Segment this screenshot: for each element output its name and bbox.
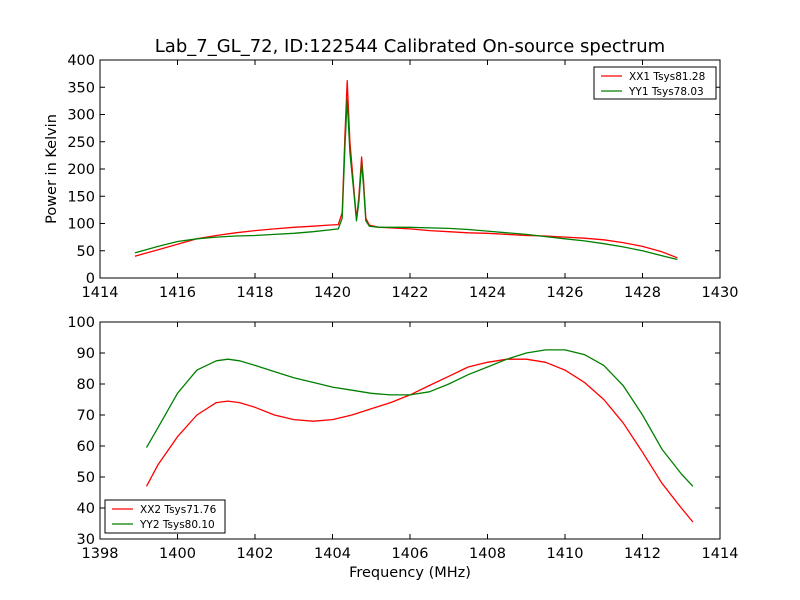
x-tick-label: 1424 [469, 285, 506, 301]
y-tick-label: 300 [67, 108, 95, 124]
x-tick-label: 1414 [702, 546, 739, 562]
x-tick-label: 1412 [624, 546, 661, 562]
x-tick-label: 1418 [237, 285, 274, 301]
y-axis-label: Power in Kelvin [44, 114, 60, 224]
legend: XX1 Tsys81.28 YY1 Tsys78.03 [593, 66, 717, 100]
legend-box [104, 499, 226, 534]
y-tick-label: 80 [77, 377, 95, 393]
y-tick-label: 90 [77, 346, 95, 362]
y-axis: 0 50 100 150 200 250 300 350 400 [67, 53, 720, 287]
y-tick-label: 350 [67, 80, 95, 96]
y-tick-label: 30 [77, 532, 95, 548]
legend-entry-1: XX1 Tsys81.28 [629, 71, 705, 83]
y-tick-label: 100 [67, 217, 95, 233]
series-line-2 [134, 98, 678, 261]
y-tick-label: 100 [67, 315, 95, 331]
x-tick-label: 1404 [314, 546, 351, 562]
legend-entry-2: YY1 Tsys78.03 [628, 86, 704, 98]
x-axis: 1398 1400 1402 1404 1406 1408 1410 1412 1414 [82, 322, 739, 562]
y-tick-label: 70 [77, 408, 95, 424]
y-tick-label: 250 [67, 135, 95, 151]
y-tick-label: 50 [77, 470, 95, 486]
legend: XX2 Tsys71.76 YY2 Tsys80.10 [104, 499, 226, 534]
bottom-spectrum-panel: 1398 1400 1402 1404 1406 1408 1410 1412 1414 30 40… [67, 315, 738, 581]
y-tick-label: 0 [86, 271, 95, 287]
y-tick-label: 40 [77, 501, 95, 517]
y-tick-label: 50 [77, 244, 95, 260]
y-axis: 30 40 50 60 70 80 90 100 [67, 315, 720, 548]
chart-title: Lab_7_GL_72, ID:122544 Calibrated On-sou… [155, 36, 665, 57]
x-tick-label: 1430 [702, 285, 739, 301]
y-tick-label: 150 [67, 189, 95, 205]
legend-entry-2: YY2 Tsys80.10 [139, 519, 215, 531]
x-axis-label: Frequency (MHz) [349, 565, 471, 581]
x-axis: 1414 1416 1418 1420 1422 1424 1426 1428 1430 [82, 60, 739, 301]
y-tick-label: 400 [67, 53, 95, 69]
legend-box [593, 66, 717, 100]
x-tick-label: 1420 [314, 285, 351, 301]
plot-area [145, 349, 694, 523]
x-tick-label: 1410 [547, 546, 584, 562]
x-tick-label: 1426 [547, 285, 584, 301]
legend-entry-1: XX2 Tsys71.76 [140, 504, 217, 516]
x-tick-label: 1428 [624, 285, 661, 301]
x-tick-label: 1408 [469, 546, 506, 562]
x-tick-label: 1400 [159, 546, 196, 562]
x-tick-label: 1398 [82, 546, 119, 562]
x-tick-label: 1414 [82, 285, 119, 301]
x-tick-label: 1402 [237, 546, 274, 562]
plot-area [134, 80, 678, 261]
series-line-2 [145, 349, 694, 487]
x-tick-label: 1416 [159, 285, 196, 301]
y-tick-label: 60 [77, 439, 95, 455]
top-spectrum-panel: 1414 1416 1418 1420 1422 1424 1426 1428 14300501… [44, 53, 738, 301]
x-tick-label: 1422 [392, 285, 429, 301]
x-tick-label: 1406 [392, 546, 429, 562]
y-tick-label: 200 [67, 162, 95, 178]
